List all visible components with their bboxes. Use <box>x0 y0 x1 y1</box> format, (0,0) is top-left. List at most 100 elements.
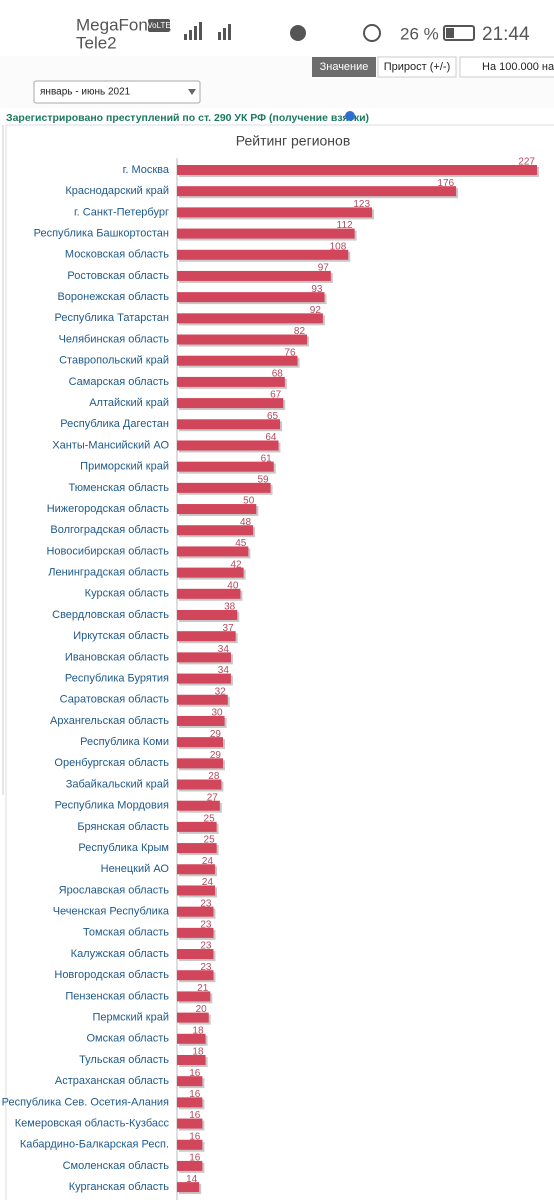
category-label: Республика Бурятия <box>65 672 169 684</box>
category-label: Ставропольский край <box>59 355 169 367</box>
value-label: 30 <box>211 708 223 719</box>
category-label: Тульская область <box>79 1054 169 1066</box>
bar <box>177 737 223 748</box>
tab-label[interactable]: Значение <box>320 61 369 73</box>
category-label: Курганская область <box>69 1181 170 1193</box>
period-select[interactable] <box>33 80 201 104</box>
category-label: Пермский край <box>92 1012 169 1024</box>
tab[interactable] <box>377 56 457 78</box>
value-label: 45 <box>235 538 247 549</box>
category-label: Республика Дагестан <box>60 418 169 430</box>
value-label: 93 <box>311 284 323 295</box>
category-label: Смоленская область <box>63 1160 170 1172</box>
value-label: 38 <box>224 602 236 613</box>
value-label: 32 <box>215 686 227 697</box>
bar <box>177 1160 203 1171</box>
bar <box>177 949 214 960</box>
bar <box>177 906 214 917</box>
bar <box>177 546 249 557</box>
value-label: 40 <box>227 580 239 591</box>
category-label: Республика Башкортостан <box>34 227 169 239</box>
category-label: Республика Мордовия <box>55 800 169 812</box>
category-label: Волгоградская область <box>50 524 169 536</box>
tab[interactable] <box>312 57 376 77</box>
bar <box>177 715 225 726</box>
category-label: Брянская область <box>77 821 169 833</box>
value-label: 82 <box>294 326 306 337</box>
status-bar <box>0 0 554 60</box>
category-label: Самарская область <box>69 376 170 388</box>
value-label: 65 <box>267 411 279 422</box>
bar <box>177 1118 203 1129</box>
value-label: 29 <box>210 750 222 761</box>
category-label: Курская область <box>85 588 170 600</box>
category-label: Ростовская область <box>67 270 169 282</box>
chart-frame <box>5 124 554 1200</box>
category-label: Астраханская область <box>55 1075 169 1087</box>
category-label: Приморский край <box>80 461 169 473</box>
bar <box>177 800 220 811</box>
bar <box>177 376 285 387</box>
bar <box>177 1097 203 1108</box>
category-label: Республика Татарстан <box>54 312 169 324</box>
bar <box>177 270 331 281</box>
value-label: 42 <box>230 559 242 570</box>
value-label: 108 <box>330 241 347 252</box>
value-label: 16 <box>189 1131 201 1142</box>
info-icon[interactable] <box>345 111 355 121</box>
value-label: 34 <box>218 665 230 676</box>
heading: Зарегистрировано преступлений по ст. 290… <box>6 112 369 124</box>
bar <box>177 588 241 599</box>
category-label: Челябинская область <box>59 333 170 345</box>
category-label: Иркутская область <box>73 630 169 642</box>
value-label: 16 <box>189 1110 201 1121</box>
value-label: 23 <box>200 898 212 909</box>
value-label: 48 <box>240 517 252 528</box>
bar <box>177 292 325 303</box>
value-label: 18 <box>192 1025 204 1036</box>
bar <box>177 567 244 578</box>
value-label: 76 <box>284 347 296 358</box>
bar <box>177 398 284 409</box>
category-label: Кемеровская область-Кузбасс <box>15 1117 170 1129</box>
value-label: 21 <box>197 983 209 994</box>
category-label: Ханты-Мансийский АО <box>52 439 169 451</box>
category-label: Пензенская область <box>65 990 169 1002</box>
bar <box>177 821 217 832</box>
bar <box>177 1012 209 1023</box>
value-label: 16 <box>189 1089 201 1100</box>
bar <box>177 970 214 981</box>
bar <box>177 419 281 430</box>
bar <box>177 864 216 875</box>
bar <box>177 927 214 938</box>
value-label: 28 <box>208 771 220 782</box>
category-label: г. Санкт-Петербург <box>74 206 169 218</box>
value-label: 59 <box>257 474 269 485</box>
category-label: Свердловская область <box>52 609 169 621</box>
value-label: 67 <box>270 390 282 401</box>
tab-label[interactable]: Прирост (+/-) <box>384 61 450 73</box>
value-label: 27 <box>207 792 219 803</box>
category-label: Саратовская область <box>60 694 170 706</box>
value-label: 24 <box>202 856 214 867</box>
category-label: Архангельская область <box>50 715 169 727</box>
value-label: 16 <box>189 1153 201 1164</box>
category-label: Республика Крым <box>78 842 169 854</box>
category-label: Кабардино-Балкарская Респ. <box>20 1139 169 1151</box>
category-label: Забайкальский край <box>66 778 169 790</box>
value-label: 25 <box>204 814 216 825</box>
bar <box>177 313 323 324</box>
bar <box>177 482 271 493</box>
category-label: Ленинградская область <box>48 567 169 579</box>
category-label: Ярославская область <box>59 884 170 896</box>
tab-label[interactable]: На 100.000 нас <box>482 61 554 73</box>
bar <box>177 165 537 175</box>
value-label: 16 <box>189 1068 201 1079</box>
carrier2: Tele2 <box>76 33 117 52</box>
tab[interactable] <box>459 56 554 78</box>
value-label: 14 <box>186 1174 198 1185</box>
category-label: Новгородская область <box>54 969 169 981</box>
period-label[interactable]: январь - июнь 2021 <box>40 87 131 98</box>
category-label: Воронежская область <box>57 291 169 303</box>
category-label: Ивановская область <box>65 651 169 663</box>
